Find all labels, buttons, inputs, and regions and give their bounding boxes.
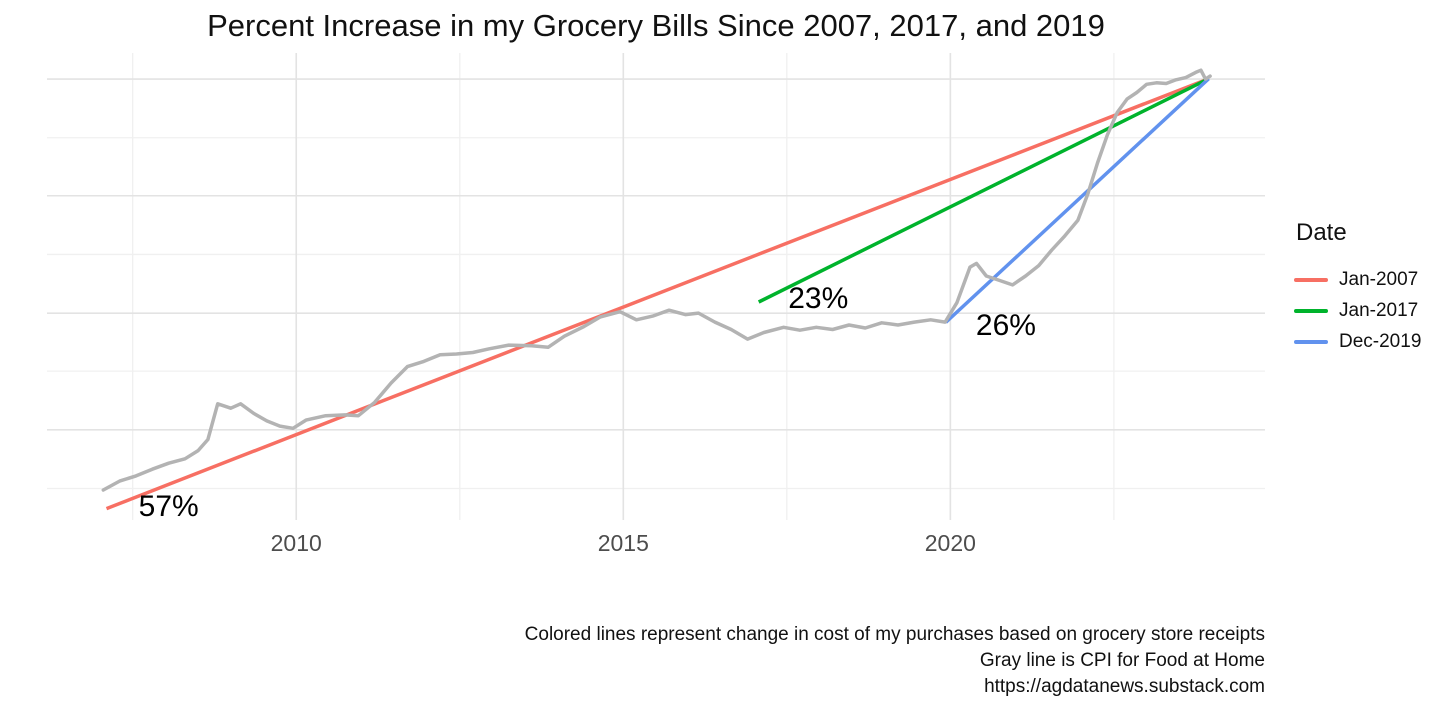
caption-line-1: Colored lines represent change in cost o… xyxy=(524,624,1265,645)
x-tick-label: 2015 xyxy=(598,530,649,556)
legend-title: Date xyxy=(1296,219,1347,246)
series-jan-2007 xyxy=(105,77,1210,511)
legend-label: Jan-2007 xyxy=(1339,268,1419,290)
series-jan-2017 xyxy=(757,77,1210,304)
annotation-57-percent: 57% xyxy=(138,490,199,524)
caption: Colored lines represent change in cost o… xyxy=(525,622,1265,700)
x-tick-label: 2010 xyxy=(271,530,322,556)
series-cpi-for-food-at-home xyxy=(101,68,1212,492)
legend-label: Jan-2017 xyxy=(1339,299,1419,321)
caption-line-3: https://agdatanews.substack.com xyxy=(984,676,1265,697)
legend-key-line-green xyxy=(1294,308,1328,313)
legend-label: Dec-2019 xyxy=(1339,330,1422,352)
series-dec-2019 xyxy=(944,77,1210,324)
legend-key-line-red xyxy=(1294,277,1328,282)
legend-item-jan-2007: Jan-2007 xyxy=(1294,264,1421,295)
legend: Date Jan-2007 Jan-2017 Dec-2019 xyxy=(1294,219,1421,357)
x-tick-label: 2020 xyxy=(925,530,976,556)
legend-key-line-blue xyxy=(1294,339,1328,344)
plot-area: 2010 2015 2020 xyxy=(47,53,1265,556)
legend-item-dec-2019: Dec-2019 xyxy=(1294,326,1421,357)
legend-item-jan-2017: Jan-2017 xyxy=(1294,295,1421,326)
annotation-26-percent: 26% xyxy=(975,308,1036,342)
annotation-23-percent: 23% xyxy=(788,282,849,316)
caption-line-2: Gray line is CPI for Food at Home xyxy=(979,650,1265,671)
chart-title: Percent Increase in my Grocery Bills Sin… xyxy=(207,8,1105,43)
